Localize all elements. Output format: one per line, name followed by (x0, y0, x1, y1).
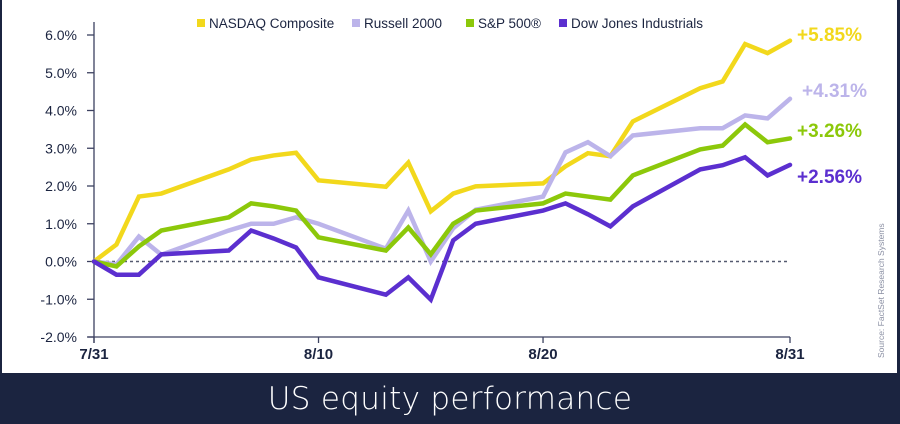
y-tick-label: 1.0% (45, 216, 77, 232)
legend: NASDAQ Composite Russell 2000 S&P 500® Dow … (197, 16, 703, 31)
y-tick-label: 5.0% (45, 65, 77, 81)
x-axis: 7/31 8/10 8/20 8/31 (79, 336, 805, 363)
end-label: +4.31% (802, 81, 867, 102)
y-tick-label: -2.0% (40, 329, 77, 345)
source-note: Source: FactSet Research Systems (876, 223, 886, 358)
series-line-nasdaq-composite (91, 38, 793, 264)
end-label: +3.26% (797, 121, 862, 142)
series-line-russell-2000 (91, 96, 793, 267)
series-line-dow-jones-industrials (91, 154, 793, 304)
y-axis: -2.0% -1.0% 0.0% 1.0% 2.0% 3.0% 4.0% 5.0% 6.0% (40, 22, 790, 345)
legend-label: S&P 500® (478, 16, 541, 31)
legend-label: Dow Jones Industrials (571, 16, 703, 31)
legend-swatch (352, 19, 360, 27)
y-tick-label: 4.0% (45, 103, 77, 119)
chart-frame: -2.0% -1.0% 0.0% 1.0% 2.0% 3.0% 4.0% 5.0% 6.0% 7… (2, 0, 897, 373)
x-tick-label: 8/10 (304, 346, 333, 363)
chart-title: US equity performance (267, 381, 633, 417)
y-tick-label: 6.0% (45, 27, 77, 43)
legend-label: NASDAQ Composite (209, 16, 334, 31)
legend-label: Russell 2000 (364, 16, 442, 31)
x-tick-label: 8/20 (528, 346, 557, 363)
end-label: +5.85% (797, 25, 862, 46)
y-tick-label: 2.0% (45, 178, 77, 194)
end-label: +2.56% (797, 167, 862, 188)
legend-swatch (466, 19, 474, 27)
legend-swatch (197, 19, 205, 27)
y-tick-label: 0.0% (45, 254, 77, 270)
series-lines (91, 38, 793, 304)
series-line-s-p-500- (91, 121, 793, 269)
y-tick-label: -1.0% (40, 291, 77, 307)
y-tick-label: 3.0% (45, 140, 77, 156)
x-tick-label: 7/31 (79, 346, 108, 363)
legend-swatch (559, 19, 567, 27)
x-tick-label: 8/31 (775, 346, 804, 363)
equity-line-chart: -2.0% -1.0% 0.0% 1.0% 2.0% 3.0% 4.0% 5.0% 6.0% 7… (40, 16, 886, 363)
end-labels: +5.85% +4.31% +3.26% +2.56% (797, 25, 867, 188)
